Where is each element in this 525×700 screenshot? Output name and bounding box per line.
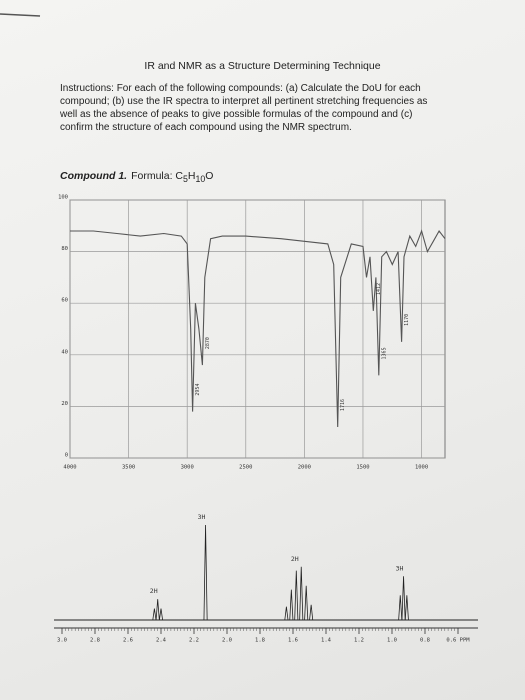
peak-label: 1170 [404,314,410,326]
x-tick-label: 2.0 [222,638,232,644]
x-tick-label: 2000 [298,465,311,471]
y-tick-label: 20 [61,401,68,407]
peak-label: 1412 [376,283,382,295]
formula: O [205,170,214,182]
x-tick-label: 1.0 [387,638,397,644]
paper-edge [0,13,41,17]
x-tick-label: 1500 [356,465,369,471]
peak-label: 2954 [195,384,201,396]
formula-sub: 5 [183,174,188,185]
formula: Formula: C [131,170,184,182]
y-tick-label: 0 [65,453,68,459]
formula: H [187,170,196,182]
x-tick-label: 4000 [63,465,76,471]
nmr-peak [284,606,289,621]
y-tick-label: 100 [58,195,68,201]
y-tick-label: 60 [61,298,68,304]
x-tick-label: 2.8 [90,638,100,644]
y-tick-label: 40 [61,349,68,355]
integration-label: 2H [150,587,158,595]
x-tick-label: 1.4 [321,638,332,644]
title: IR and NMR as a Structure Determining Te… [144,60,381,72]
instructions: Instructions: For each of the following … [60,83,428,133]
nmr-peak [294,570,299,621]
ir-trace [70,229,446,428]
x-tick-label: 0.6 PPM [446,638,470,644]
nmr-peak [159,608,163,621]
nmr-peak [304,585,309,621]
x-tick-label: 1000 [415,465,428,471]
x-tick-label: 0.8 [420,638,430,644]
x-tick-label: 1.8 [255,638,265,644]
x-tick-label: 2.4 [156,638,167,644]
formula-sub: 10 [195,174,206,185]
x-tick-label: 3500 [122,465,135,471]
integration-label: 3H [396,564,404,572]
nmr-peak [398,595,403,621]
x-tick-label: 3000 [181,465,194,471]
nmr-peak [289,589,294,621]
nmr-peak [401,576,406,621]
nmr-peak [404,595,409,621]
nmr-peak [155,599,160,621]
x-tick-label: 2.6 [123,638,133,644]
nmr-peak [299,566,304,621]
nmr-peak [309,604,314,621]
y-tick-label: 80 [61,246,68,252]
compound-label: Compound 1. [60,170,128,182]
x-tick-label: 2500 [239,465,252,471]
peak-label: 1365 [381,347,387,359]
nmr-peak [203,524,208,621]
plot-frame [69,199,446,459]
nmr-peak [152,608,157,621]
peak-label: 2870 [205,337,211,349]
x-tick-label: 3.0 [57,638,67,644]
x-tick-label: 1.2 [354,638,364,644]
integration-label: 2H [291,555,299,563]
peak-label: 1716 [340,399,346,411]
x-tick-label: 2.2 [189,638,199,644]
compound: Compound 1. Formula: C5H10O [60,170,213,184]
x-tick-label: 1.6 [288,638,298,644]
integration-label: 3H [198,513,206,521]
